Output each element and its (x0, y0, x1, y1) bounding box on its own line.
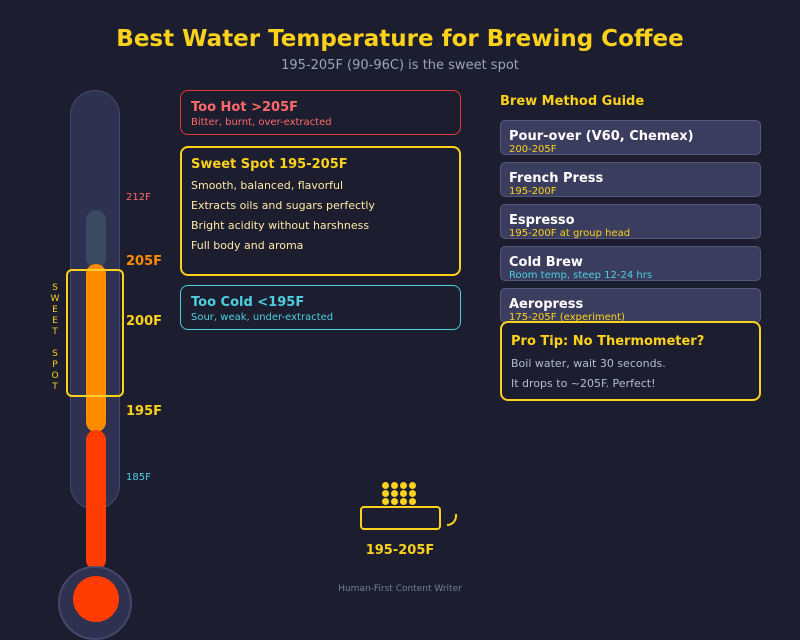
method-temp: 195-200F (509, 186, 557, 197)
sweet-spot-item: Full body and aroma (191, 239, 304, 252)
method-card-pour-over: Pour-over (V60, Chemex) 200-205F (500, 120, 761, 155)
tick-205: 205F (126, 254, 163, 269)
footer-credit: Human-First Content Writer (338, 584, 462, 594)
method-temp: 200-205F (509, 144, 557, 155)
sweet-label-letter: T (52, 327, 58, 337)
pro-tip-heading: Pro Tip: No Thermometer? (511, 334, 705, 349)
cup-body (360, 506, 441, 530)
method-card-aeropress: Aeropress 175-205F (experiment) (500, 288, 761, 323)
cup-handle (447, 514, 457, 526)
sweet-label-letter: P (52, 360, 58, 370)
sweet-label-letter: W (50, 294, 60, 304)
method-temp: 175-205F (experiment) (509, 312, 625, 323)
brew-guide-title: Brew Method Guide (500, 94, 645, 109)
tick-195: 195F (126, 404, 163, 419)
tick-185: 185F (126, 472, 151, 483)
sweet-label-letter: S (52, 283, 58, 293)
too-hot-heading: Too Hot >205F (191, 100, 298, 115)
sweet-label-letter: S (52, 349, 58, 359)
sweet-label-letter: E (52, 305, 58, 315)
method-name: French Press (509, 171, 604, 186)
too-cold-description: Sour, weak, under-extracted (191, 312, 334, 323)
pro-tip-line: Boil water, wait 30 seconds. (511, 357, 666, 370)
method-name: Espresso (509, 213, 575, 228)
tick-212: 212F (126, 192, 151, 203)
cup-temperature-label: 195-205F (365, 543, 435, 558)
method-temp: 195-200F at group head (509, 228, 631, 239)
sweet-label-letter: O (51, 371, 59, 381)
sweet-label-letter: E (52, 316, 58, 326)
method-card-espresso: Espresso 195-200F at group head (500, 204, 761, 239)
mercury-sweet-segment (86, 264, 106, 432)
thermometer-bulb-core (73, 576, 119, 622)
method-name: Aeropress (509, 297, 584, 312)
tick-200: 200F (126, 314, 163, 329)
too-hot-panel: Too Hot >205F Bitter, burnt, over-extrac… (180, 90, 461, 135)
too-cold-heading: Too Cold <195F (191, 295, 305, 310)
sweet-spot-heading: Sweet Spot 195-205F (191, 157, 348, 172)
method-name: Pour-over (V60, Chemex) (509, 129, 694, 144)
too-hot-description: Bitter, burnt, over-extracted (191, 117, 332, 128)
sweet-spot-highlight (66, 269, 124, 397)
sweet-spot-panel: Sweet Spot 195-205F Smooth, balanced, fl… (180, 146, 461, 276)
too-cold-panel: Too Cold <195F Sour, weak, under-extract… (180, 285, 461, 330)
method-temp: Room temp, steep 12-24 hrs (509, 270, 653, 281)
page-subtitle: 195-205F (90-96C) is the sweet spot (281, 58, 519, 73)
sweet-spot-item: Smooth, balanced, flavorful (191, 179, 344, 192)
mercury-base-segment (86, 430, 106, 570)
mercury-empty-segment (86, 210, 106, 268)
pro-tip-line: It drops to ~205F. Perfect! (511, 377, 656, 390)
sweet-spot-item: Extracts oils and sugars perfectly (191, 199, 375, 212)
method-name: Cold Brew (509, 255, 583, 270)
method-card-french-press: French Press 195-200F (500, 162, 761, 197)
method-card-cold-brew: Cold Brew Room temp, steep 12-24 hrs (500, 246, 761, 281)
sweet-label-letter: T (52, 382, 58, 392)
pro-tip-card: Pro Tip: No Thermometer? Boil water, wai… (500, 321, 761, 401)
page-title: Best Water Temperature for Brewing Coffe… (116, 26, 684, 52)
sweet-spot-item: Bright acidity without harshness (191, 219, 370, 232)
